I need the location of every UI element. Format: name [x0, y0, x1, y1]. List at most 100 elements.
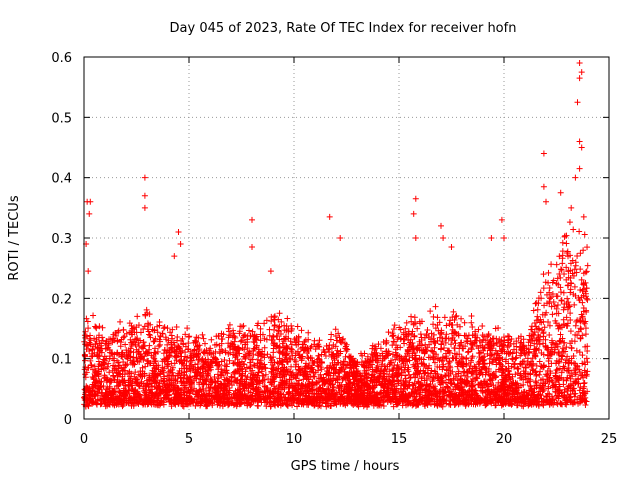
data-point	[554, 343, 561, 350]
data-point	[560, 363, 567, 370]
data-point	[559, 348, 566, 355]
data-point	[458, 315, 465, 322]
data-point	[275, 327, 282, 334]
data-point	[533, 317, 540, 324]
data-point	[457, 341, 464, 348]
data-point	[308, 343, 315, 350]
data-point	[542, 336, 549, 343]
data-point	[411, 332, 418, 339]
data-point	[577, 335, 584, 342]
data-point	[316, 385, 323, 392]
data-point	[541, 302, 548, 309]
data-point	[578, 276, 585, 283]
data-point	[335, 385, 342, 392]
data-point	[540, 271, 547, 278]
data-point	[138, 344, 145, 351]
data-point	[263, 317, 270, 324]
data-point	[276, 360, 283, 367]
data-point	[131, 390, 138, 397]
data-point	[146, 331, 153, 338]
data-point	[215, 362, 222, 369]
data-point	[428, 367, 435, 374]
data-point	[361, 363, 368, 370]
data-point	[351, 381, 358, 388]
data-point	[122, 382, 129, 389]
data-point	[134, 379, 141, 386]
data-point	[405, 364, 412, 371]
data-point	[248, 370, 255, 377]
data-point	[582, 331, 589, 338]
data-point	[548, 294, 555, 301]
data-point	[154, 329, 161, 336]
data-point	[522, 351, 529, 358]
data-point	[528, 358, 535, 365]
data-point	[441, 314, 448, 321]
data-point	[517, 361, 524, 368]
data-point	[279, 368, 286, 375]
data-point	[580, 380, 587, 387]
data-point	[120, 400, 127, 407]
data-point	[442, 372, 449, 379]
data-point	[579, 360, 586, 367]
data-point	[225, 350, 232, 357]
data-point	[430, 384, 437, 391]
data-point	[509, 356, 516, 363]
data-point	[312, 346, 319, 353]
data-point	[537, 289, 544, 296]
data-point	[453, 312, 460, 319]
data-point	[545, 269, 552, 276]
data-point	[536, 358, 543, 365]
data-point	[81, 393, 88, 400]
data-point	[117, 379, 124, 386]
data-point	[545, 385, 552, 392]
data-point	[537, 368, 544, 375]
data-point	[269, 373, 276, 380]
data-point	[581, 231, 588, 238]
data-point	[540, 351, 547, 358]
data-point	[211, 373, 218, 380]
data-point	[566, 303, 573, 310]
data-point	[277, 331, 284, 338]
data-point	[259, 372, 266, 379]
data-point	[352, 362, 359, 369]
data-point	[276, 323, 283, 330]
data-point	[155, 343, 162, 350]
data-point	[134, 313, 141, 320]
data-point	[307, 365, 314, 372]
data-point	[406, 352, 413, 359]
data-point	[532, 353, 539, 360]
data-point	[525, 349, 532, 356]
data-point	[269, 336, 276, 343]
data-point	[567, 328, 574, 335]
data-point	[298, 353, 305, 360]
data-point	[143, 306, 150, 313]
data-point	[539, 401, 546, 408]
data-point	[536, 371, 543, 378]
data-point	[110, 362, 117, 369]
data-point	[573, 347, 580, 354]
data-point	[295, 338, 302, 345]
data-point	[226, 321, 233, 328]
data-point	[546, 374, 553, 381]
data-point	[560, 289, 567, 296]
data-point	[336, 374, 343, 381]
data-point	[415, 387, 422, 394]
data-point	[89, 366, 96, 373]
data-point	[584, 244, 591, 251]
data-point	[558, 267, 565, 274]
data-point	[537, 377, 544, 384]
data-point	[411, 349, 418, 356]
data-point	[577, 250, 584, 257]
data-point	[583, 355, 590, 362]
data-point	[389, 366, 396, 373]
data-point	[267, 403, 274, 410]
data-point	[505, 360, 512, 367]
data-point	[115, 359, 122, 366]
data-point	[464, 349, 471, 356]
data-point	[126, 320, 133, 327]
data-point	[417, 331, 424, 338]
data-point	[549, 311, 556, 318]
data-point	[247, 359, 254, 366]
data-point	[580, 247, 587, 254]
